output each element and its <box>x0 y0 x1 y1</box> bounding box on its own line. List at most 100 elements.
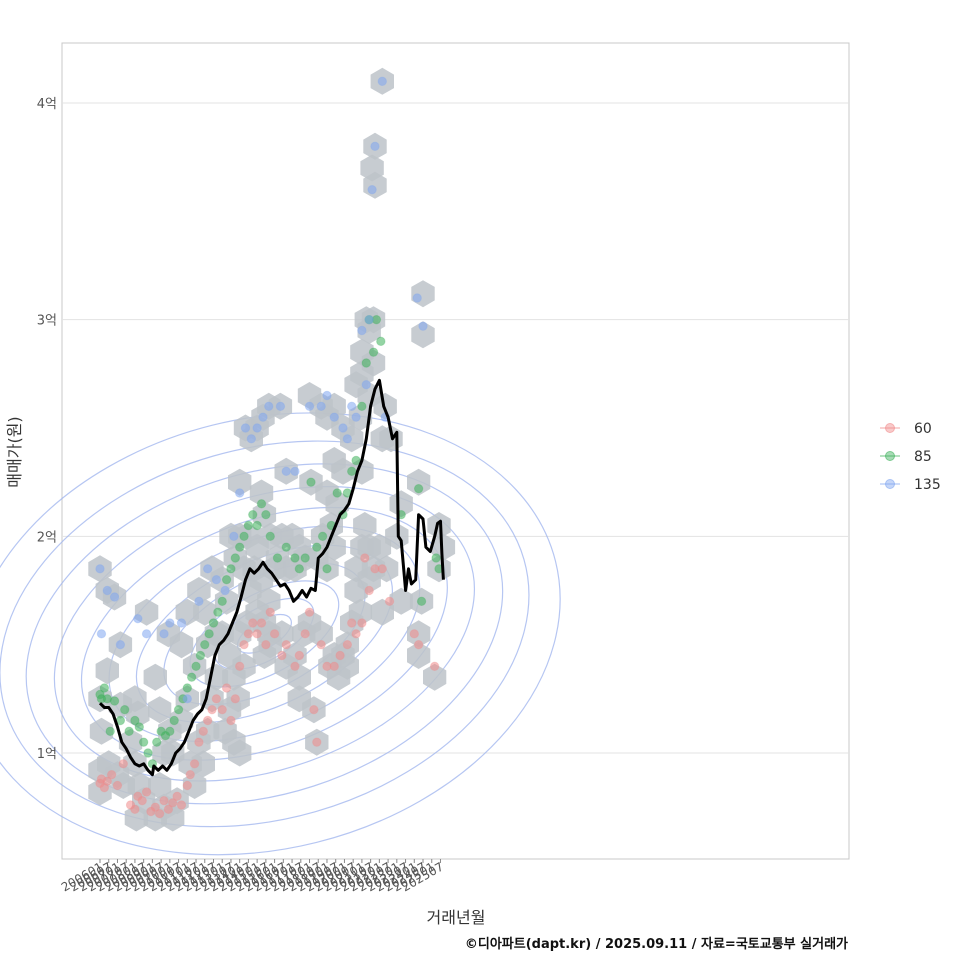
scatter-point-85 <box>416 596 427 607</box>
hexbin-cell <box>427 512 451 539</box>
contour-line <box>53 486 476 782</box>
x-axis: 2006012006072007012007072008012008072009… <box>59 859 446 895</box>
scatter-point-85 <box>300 553 310 563</box>
scatter-point-60 <box>335 650 345 661</box>
trend-line <box>98 378 445 777</box>
scatter-point-60 <box>194 737 204 747</box>
scatter-point-135 <box>264 401 274 412</box>
scatter-point-60 <box>154 808 165 819</box>
scatter-point-135 <box>176 618 187 628</box>
scatter-point-85 <box>256 499 267 509</box>
scatter-point-60 <box>159 795 169 806</box>
scatter-point-60 <box>221 683 232 693</box>
scatter-point-85 <box>169 715 179 726</box>
hexbin-cell <box>148 696 172 724</box>
contour-line <box>0 412 561 856</box>
scatter-point-60 <box>294 650 305 661</box>
hexbin-cell <box>407 642 431 669</box>
scatter-point-85 <box>361 358 371 368</box>
scatter-point-60 <box>312 737 322 747</box>
hexbin-cell <box>95 657 119 685</box>
scatter-point-60 <box>207 704 217 715</box>
scatter-point-60 <box>198 726 209 737</box>
scatter-point-85 <box>130 715 140 726</box>
scatter-point-135 <box>338 423 348 433</box>
scatter-point-85 <box>294 564 305 574</box>
scatter-point-85 <box>226 564 236 574</box>
scatter-point-85 <box>312 542 322 552</box>
scatter-point-135 <box>246 434 257 444</box>
scatter-point-60 <box>265 607 275 617</box>
hexbin-cell <box>374 555 399 583</box>
scatter-point-60 <box>347 618 357 628</box>
hexbin-cell <box>228 739 252 767</box>
scatter-point-135 <box>370 141 380 152</box>
scatter-point-85 <box>239 531 249 542</box>
hexbin-cell <box>340 425 364 453</box>
scatter-point-85 <box>332 488 342 498</box>
scatter-point-135 <box>220 585 230 596</box>
scatter-point-60 <box>185 769 195 780</box>
hexbin-cell <box>309 620 333 648</box>
scatter-point-85 <box>217 596 227 607</box>
scatter-point-60 <box>182 780 193 791</box>
y-tick-label: 2억 <box>37 530 57 545</box>
scatter-point-85 <box>357 401 367 412</box>
hexbin-cell <box>389 587 413 615</box>
hexbin-cell <box>89 717 114 745</box>
scatter-point-60 <box>176 800 187 810</box>
scatter-point-135 <box>234 488 245 498</box>
scatter-point-85 <box>221 574 232 585</box>
scatter-point-135 <box>211 574 222 585</box>
scatter-point-135 <box>418 321 428 331</box>
scatter-point-85 <box>186 672 197 682</box>
contour-line <box>25 463 504 805</box>
scatter-point-60 <box>243 629 254 639</box>
x-axis-title: 거래년월 <box>427 908 486 927</box>
scatter-point-60 <box>239 639 249 650</box>
scatter-point-60 <box>364 585 374 596</box>
scatter-point-60 <box>351 629 361 639</box>
hexbin-cell <box>228 468 252 496</box>
scatter-point-60 <box>118 759 128 769</box>
scatter-point-85 <box>317 531 328 542</box>
scatter-point-135 <box>159 629 169 639</box>
scatter-point-60 <box>226 715 236 726</box>
y-axis-title: 매매가(원) <box>5 416 24 487</box>
scatter-point-85 <box>368 347 379 357</box>
scatter-point-135 <box>96 629 107 639</box>
scatter-point-85 <box>322 564 332 574</box>
scatter-point-85 <box>152 737 162 747</box>
hexbin-cell <box>353 512 377 539</box>
hexbin-cell <box>283 642 307 669</box>
scatter-point-85 <box>413 483 424 494</box>
hexbin-cell <box>322 392 346 420</box>
scatter-point-85 <box>281 542 291 552</box>
scatter-point-135 <box>252 423 262 433</box>
scatter-point-60 <box>342 639 353 650</box>
scatter-point-135 <box>290 466 300 477</box>
scatter-point-135 <box>182 694 193 704</box>
hexbin-cell <box>411 321 435 349</box>
scatter-point-85 <box>272 553 283 563</box>
scatter-point-85 <box>290 553 300 563</box>
hexbin-cell <box>370 598 394 626</box>
scatter-point-85 <box>99 683 110 693</box>
hexbin-cell <box>182 772 207 799</box>
scatter-point-135 <box>281 466 291 477</box>
scatter-point-60 <box>202 715 213 726</box>
scatter-point-60 <box>409 629 419 639</box>
hexbin-cell <box>287 663 311 691</box>
scatter-point-60 <box>230 694 241 704</box>
hexbin-cell <box>191 750 215 778</box>
scatter-point-85 <box>265 531 275 542</box>
scatter-point-60 <box>269 629 280 639</box>
hexbin-cell <box>169 631 194 659</box>
y-tick-label: 3억 <box>37 314 57 329</box>
scatter-point-135 <box>329 412 339 422</box>
legend-key-point <box>885 451 895 461</box>
scatter-point-60 <box>413 639 424 650</box>
scatter-point-60 <box>217 704 227 715</box>
hexbin-cell <box>257 587 281 615</box>
scatter-point-85 <box>243 520 254 531</box>
